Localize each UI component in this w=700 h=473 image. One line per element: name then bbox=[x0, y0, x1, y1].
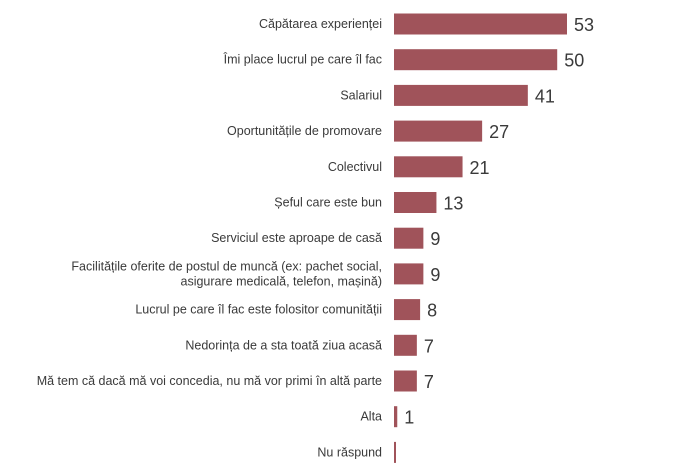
category-label-line: Șeful care este bun bbox=[274, 196, 382, 210]
value-label: 21 bbox=[470, 158, 490, 178]
bar bbox=[394, 84, 528, 106]
bar bbox=[394, 299, 421, 321]
category-label: Căpătarea experienței bbox=[259, 17, 382, 31]
category-label: Lucrul pe care îl fac este folositor com… bbox=[135, 303, 382, 317]
category-label: Nu răspund bbox=[317, 445, 382, 459]
category-label: Îmi place lucrul pe care îl fac bbox=[223, 52, 382, 67]
value-label: 1 bbox=[404, 408, 414, 428]
category-label: Mă tem că dacă mă voi concedia, nu mă vo… bbox=[37, 374, 382, 388]
value-label: 41 bbox=[535, 86, 555, 106]
category-label: Colectivul bbox=[328, 160, 382, 174]
category-label: Facilitățile oferite de postul de muncă … bbox=[71, 259, 382, 288]
category-label-line: Mă tem că dacă mă voi concedia, nu mă vo… bbox=[37, 374, 382, 388]
bar bbox=[394, 156, 463, 178]
value-label: 8 bbox=[427, 301, 437, 321]
category-label: Serviciul este aproape de casă bbox=[211, 231, 382, 245]
bar bbox=[394, 334, 417, 356]
category-label-line: Nu răspund bbox=[317, 445, 382, 459]
value-label: 27 bbox=[489, 122, 509, 142]
category-label-line: Alta bbox=[360, 410, 382, 424]
bar bbox=[394, 227, 424, 249]
category-label: Alta bbox=[360, 410, 382, 424]
category-label: Oportunitățile de promovare bbox=[227, 124, 382, 138]
value-label: 9 bbox=[430, 229, 440, 249]
category-label-line: Lucrul pe care îl fac este folositor com… bbox=[135, 303, 382, 317]
category-label-line: Nedorința de a sta toată ziua acasă bbox=[185, 338, 382, 352]
value-label: 7 bbox=[424, 336, 434, 356]
category-label: Nedorința de a sta toată ziua acasă bbox=[185, 338, 382, 352]
category-label-line: Colectivul bbox=[328, 160, 382, 174]
category-label-line: Salariul bbox=[340, 88, 382, 102]
value-label: 50 bbox=[564, 51, 584, 71]
category-label: Salariul bbox=[340, 88, 382, 102]
category-label-line: asigurare medicală, telefon, mașină) bbox=[181, 274, 383, 288]
category-label-line: Oportunitățile de promovare bbox=[227, 124, 382, 138]
bar bbox=[394, 49, 558, 71]
category-label-line: Serviciul este aproape de casă bbox=[211, 231, 382, 245]
value-label: 9 bbox=[430, 265, 440, 285]
category-label-line: Facilitățile oferite de postul de muncă … bbox=[71, 259, 382, 273]
bar bbox=[394, 406, 398, 428]
bar bbox=[394, 13, 567, 35]
value-label: 53 bbox=[574, 15, 594, 35]
bar bbox=[394, 192, 437, 213]
bar bbox=[394, 370, 417, 392]
bar bbox=[394, 441, 396, 463]
value-label: 13 bbox=[443, 194, 463, 214]
category-label-line: Căpătarea experienței bbox=[259, 17, 382, 31]
category-label-line: Îmi place lucrul pe care îl fac bbox=[223, 52, 382, 67]
category-label: Șeful care este bun bbox=[274, 196, 382, 210]
bar bbox=[394, 120, 483, 142]
value-label: 7 bbox=[424, 372, 434, 392]
bar bbox=[394, 263, 424, 285]
